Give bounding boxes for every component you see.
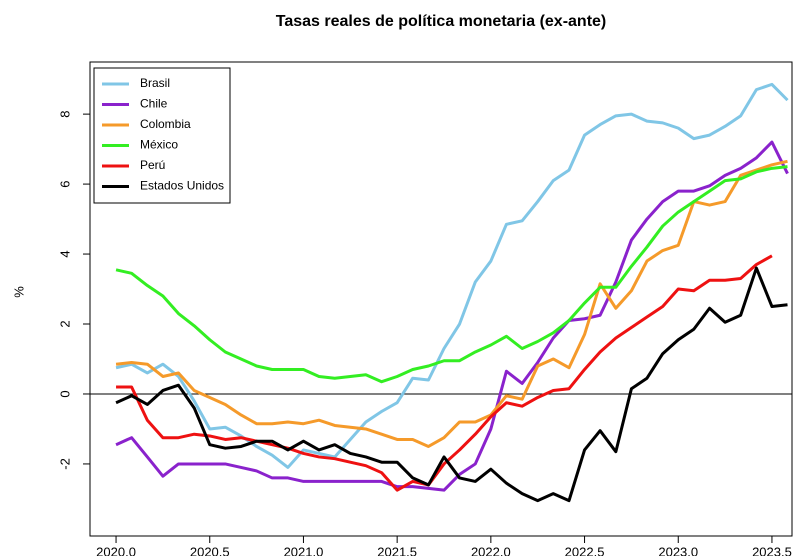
x-tick-label: 2020.0: [96, 544, 136, 556]
x-tick-label: 2022.0: [471, 544, 511, 556]
series-line: [115, 266, 788, 503]
x-tick-label: 2021.0: [284, 544, 324, 556]
plot-frame: [89, 61, 793, 537]
series-line: [116, 254, 773, 492]
y-tick-label: 0: [57, 390, 72, 397]
chart-title: Tasas reales de política monetaria (ex-a…: [276, 13, 607, 30]
y-tick-label: 8: [57, 111, 72, 118]
legend-box: [93, 67, 231, 204]
x-tick-label: 2023.5: [752, 544, 792, 556]
series-line: [115, 140, 789, 492]
legend-label: Perú: [140, 158, 165, 172]
legend-label: México: [140, 138, 178, 152]
series-line: [115, 82, 789, 469]
y-tick-label: -2: [57, 458, 72, 470]
y-axis-label: %: [11, 286, 26, 298]
series-line: [115, 165, 788, 384]
legend-label: Estados Unidos: [140, 179, 224, 193]
y-tick-label: 2: [57, 320, 72, 327]
x-tick-label: 2021.5: [377, 544, 417, 556]
legend-label: Colombia: [140, 117, 191, 131]
x-tick-label: 2022.5: [565, 544, 605, 556]
x-tick-label: 2023.0: [658, 544, 698, 556]
legend-label: Chile: [140, 97, 168, 111]
y-tick-label: 6: [57, 180, 72, 187]
y-tick-label: 4: [57, 250, 72, 257]
legend-label: Brasil: [140, 76, 170, 90]
series-line: [115, 159, 788, 448]
x-tick-label: 2020.5: [190, 544, 230, 556]
